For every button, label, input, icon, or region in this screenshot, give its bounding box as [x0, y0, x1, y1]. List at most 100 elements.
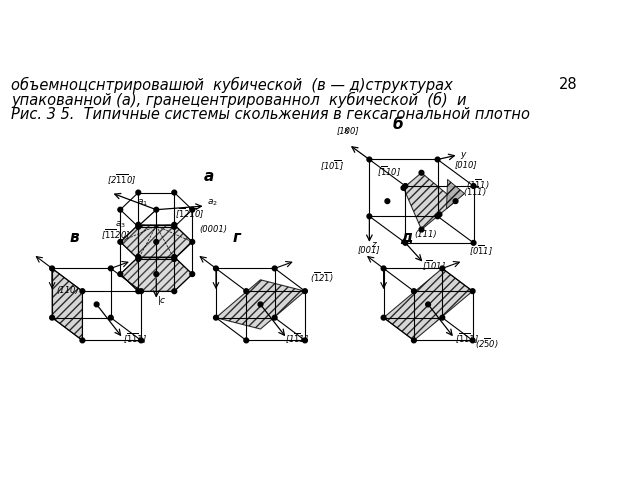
Polygon shape — [120, 225, 192, 259]
Circle shape — [118, 272, 123, 276]
Circle shape — [437, 212, 442, 217]
Circle shape — [367, 214, 372, 219]
Text: б: б — [393, 117, 404, 132]
Circle shape — [244, 338, 248, 343]
Circle shape — [419, 227, 424, 232]
Text: [$\overline{1}\overline{1}$1]: [$\overline{1}\overline{1}$1] — [454, 331, 479, 345]
Circle shape — [172, 254, 177, 259]
Text: [$\overline{1}\overline{1}$1]: [$\overline{1}\overline{1}$1] — [123, 331, 147, 345]
Text: x: x — [343, 126, 348, 135]
Circle shape — [50, 266, 54, 271]
Circle shape — [385, 199, 390, 204]
Circle shape — [403, 184, 408, 188]
Text: [$\overline{1}$2$\overline{1}$0]: [$\overline{1}$2$\overline{1}$0] — [175, 206, 205, 220]
Circle shape — [471, 184, 476, 188]
Circle shape — [426, 302, 431, 307]
Text: упакованной (а), гранецентрированнол  кубической  (б)  и: упакованной (а), гранецентрированнол куб… — [12, 92, 467, 108]
Circle shape — [190, 207, 195, 212]
Polygon shape — [120, 257, 192, 291]
Circle shape — [108, 315, 113, 320]
Circle shape — [136, 257, 141, 262]
Circle shape — [94, 302, 99, 307]
Text: [100]: [100] — [336, 126, 359, 135]
Circle shape — [470, 338, 475, 343]
Circle shape — [154, 240, 159, 244]
Circle shape — [190, 272, 195, 276]
Text: объемноцснтрировашюй  кубической  (в — д)структурах: объемноцснтрировашюй кубической (в — д)с… — [12, 77, 453, 93]
Circle shape — [258, 302, 263, 307]
Text: $a_2$: $a_2$ — [207, 197, 218, 207]
Text: z: z — [371, 240, 376, 249]
Polygon shape — [447, 180, 465, 209]
Text: г: г — [233, 230, 241, 245]
Circle shape — [172, 289, 177, 294]
Text: [2$\overline{1}\overline{1}$0]: [2$\overline{1}\overline{1}$0] — [107, 172, 136, 186]
Text: д: д — [401, 230, 413, 245]
Circle shape — [118, 240, 123, 244]
Text: [10$\overline{1}$]: [10$\overline{1}$] — [320, 158, 344, 172]
Circle shape — [440, 315, 445, 320]
Circle shape — [470, 289, 475, 293]
Circle shape — [401, 186, 406, 190]
Polygon shape — [216, 280, 305, 329]
Circle shape — [244, 289, 248, 293]
Circle shape — [136, 190, 141, 195]
Circle shape — [172, 225, 177, 229]
Circle shape — [435, 214, 440, 219]
Circle shape — [139, 338, 143, 343]
Circle shape — [154, 272, 159, 276]
Text: [1$\overline{1}$1]: [1$\overline{1}$1] — [285, 331, 309, 345]
Text: [010]: [010] — [454, 160, 477, 169]
Text: [0$\overline{1}$1]: [0$\overline{1}$1] — [469, 243, 493, 257]
Circle shape — [172, 190, 177, 195]
Text: а: а — [204, 169, 214, 184]
Text: ($\overline{1}\overline{1}$1): ($\overline{1}\overline{1}$1) — [463, 185, 487, 199]
Circle shape — [172, 222, 177, 227]
Circle shape — [214, 315, 218, 320]
Circle shape — [139, 289, 143, 293]
Circle shape — [303, 289, 307, 293]
Text: (0001): (0001) — [199, 226, 227, 234]
Circle shape — [412, 289, 416, 293]
Circle shape — [412, 338, 416, 343]
Text: $a_1$: $a_1$ — [138, 197, 148, 207]
Text: (110): (110) — [57, 286, 79, 295]
Text: ($\overline{1}$2$\overline{1}$): ($\overline{1}$2$\overline{1}$) — [310, 271, 333, 285]
Circle shape — [50, 315, 54, 320]
Text: (111): (111) — [414, 230, 436, 239]
Circle shape — [272, 315, 277, 320]
Circle shape — [80, 338, 84, 343]
Text: 28: 28 — [559, 77, 577, 92]
Circle shape — [154, 207, 159, 212]
Circle shape — [80, 289, 84, 293]
Polygon shape — [403, 173, 456, 229]
Text: (1$\overline{1}$1): (1$\overline{1}$1) — [467, 178, 490, 192]
Circle shape — [381, 266, 386, 271]
Circle shape — [136, 254, 141, 259]
Circle shape — [272, 266, 277, 271]
Text: y: y — [460, 150, 466, 159]
Text: [$\overline{1}\overline{1}$20]: [$\overline{1}\overline{1}$20] — [101, 227, 131, 241]
Circle shape — [381, 315, 386, 320]
Text: Рис. 3 5.  Типичные системы скольжения в гексагональной плотно: Рис. 3 5. Типичные системы скольжения в … — [12, 108, 531, 122]
Circle shape — [435, 157, 440, 162]
Circle shape — [471, 240, 476, 245]
Polygon shape — [383, 268, 472, 340]
Text: [001]: [001] — [358, 245, 381, 254]
Circle shape — [190, 240, 195, 244]
Text: |c: |c — [158, 296, 166, 304]
Text: (2$\overline{5}$0): (2$\overline{5}$0) — [474, 337, 498, 351]
Circle shape — [136, 289, 141, 294]
Circle shape — [419, 170, 424, 175]
Text: [$\overline{1}$01]: [$\overline{1}$01] — [422, 258, 447, 272]
Text: [$\overline{1}$10]: [$\overline{1}$10] — [377, 164, 401, 178]
Circle shape — [118, 207, 123, 212]
Circle shape — [136, 222, 141, 227]
Circle shape — [440, 266, 445, 271]
Polygon shape — [52, 268, 83, 340]
Circle shape — [453, 199, 458, 204]
Circle shape — [303, 338, 307, 343]
Circle shape — [136, 225, 141, 229]
Text: в: в — [69, 230, 79, 245]
Text: $a_3$: $a_3$ — [115, 220, 125, 230]
